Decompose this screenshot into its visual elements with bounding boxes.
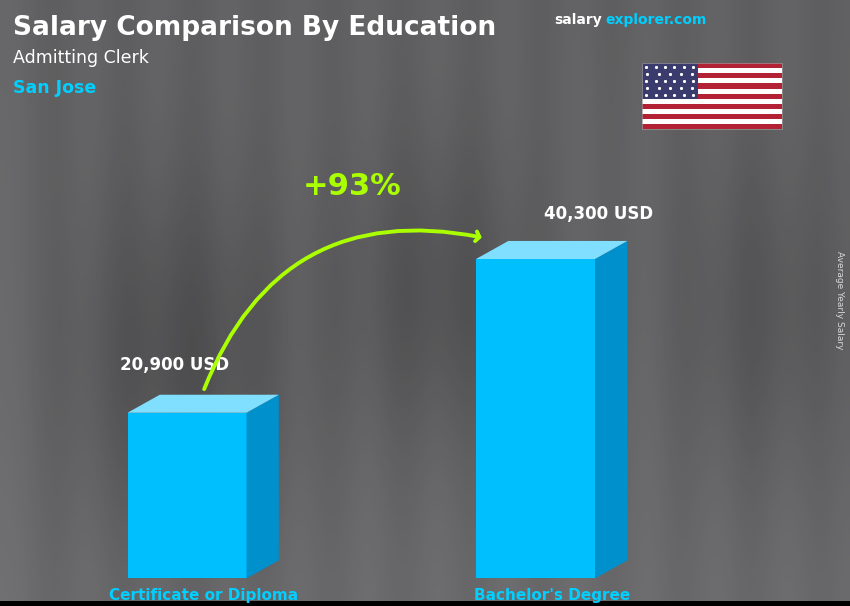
Text: Average Yearly Salary: Average Yearly Salary [836,251,844,350]
Text: 40,300 USD: 40,300 USD [544,205,653,223]
Text: +93%: +93% [303,172,402,201]
Text: San Jose: San Jose [13,79,96,98]
Polygon shape [476,259,595,578]
Text: 20,900 USD: 20,900 USD [120,356,229,374]
Polygon shape [476,241,627,259]
Bar [642,63,698,99]
Polygon shape [128,395,279,413]
Polygon shape [595,241,627,578]
Bar [642,94,782,99]
Bar [642,63,782,68]
Bar [642,68,782,73]
Text: salary: salary [554,13,602,27]
Text: Salary Comparison By Education: Salary Comparison By Education [13,15,496,41]
Bar [642,84,782,88]
Bar [642,99,782,104]
Bar [642,109,782,114]
Polygon shape [246,395,279,578]
Bar [642,73,782,78]
Bar [642,124,782,129]
Text: explorer.com: explorer.com [605,13,706,27]
Text: Admitting Clerk: Admitting Clerk [13,49,149,67]
Bar [642,114,782,119]
Bar [642,63,782,129]
Bar [642,88,782,94]
Text: Certificate or Diploma: Certificate or Diploma [109,588,298,603]
Bar [642,104,782,109]
Bar [642,78,782,84]
Bar [642,119,782,124]
Polygon shape [128,413,246,578]
Text: Bachelor's Degree: Bachelor's Degree [473,588,630,603]
